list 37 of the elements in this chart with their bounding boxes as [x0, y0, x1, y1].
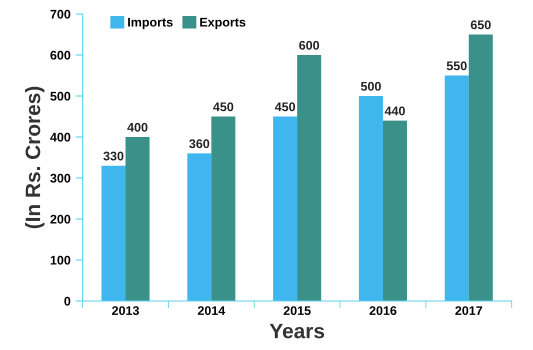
- legend-label: Imports: [128, 18, 173, 30]
- x-tick-label: 2013: [112, 306, 139, 316]
- y-tick-label: 100: [50, 256, 70, 265]
- x-axis-title: Years: [270, 324, 324, 338]
- bar: [273, 116, 298, 301]
- data-label: 330: [103, 152, 124, 160]
- data-label: 450: [213, 102, 234, 112]
- y-tick-label: 300: [50, 174, 70, 183]
- y-tick-label: 600: [50, 50, 70, 60]
- y-tick-label: 700: [50, 10, 70, 19]
- bar: [444, 76, 469, 301]
- data-label: 360: [189, 139, 210, 148]
- x-tick-label: 2015: [284, 306, 311, 316]
- bar: [101, 166, 126, 301]
- y-axis-title: (In Rs. Crores): [24, 86, 44, 228]
- x-tick-label: 2016: [369, 306, 396, 316]
- x-tick-label: 2014: [198, 306, 226, 316]
- data-label: 650: [470, 20, 491, 30]
- bar: [468, 34, 493, 301]
- bar: [382, 120, 407, 301]
- x-tick-label: 2017: [455, 306, 482, 316]
- data-label: 550: [446, 61, 467, 70]
- bar: [126, 137, 150, 301]
- legend-label: Exports: [200, 18, 246, 30]
- y-tick-label: 500: [50, 92, 70, 101]
- bar: [187, 153, 212, 301]
- data-label: 440: [384, 106, 405, 116]
- y-tick-label: 200: [50, 214, 70, 224]
- data-label: 500: [360, 82, 381, 91]
- data-label: 450: [274, 102, 296, 112]
- data-label: 600: [299, 40, 320, 50]
- y-tick-label: 0: [64, 296, 70, 306]
- y-tick-label: 400: [50, 132, 70, 142]
- bar: [358, 96, 383, 301]
- bar: [211, 116, 236, 301]
- data-label: 400: [127, 122, 148, 132]
- bar: [297, 55, 322, 301]
